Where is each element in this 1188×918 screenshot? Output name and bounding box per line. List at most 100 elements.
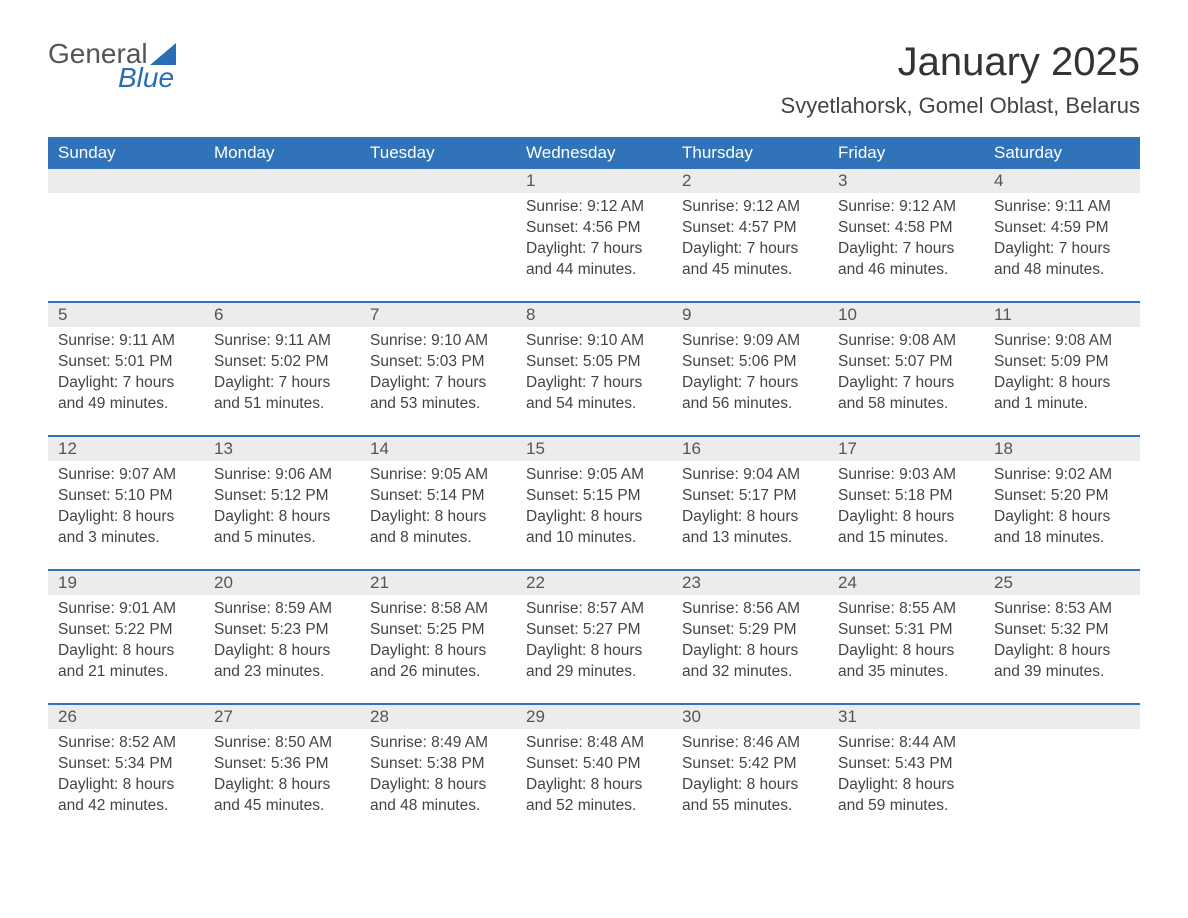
day-body: Sunrise: 8:56 AMSunset: 5:29 PMDaylight:… — [672, 595, 828, 683]
day-body: Sunrise: 9:12 AMSunset: 4:57 PMDaylight:… — [672, 193, 828, 281]
day-number: 10 — [828, 303, 984, 327]
daylight-text: Daylight: 8 hours and 23 minutes. — [214, 641, 350, 683]
day-number: 4 — [984, 169, 1140, 193]
day-body: Sunrise: 8:58 AMSunset: 5:25 PMDaylight:… — [360, 595, 516, 683]
calendar-cell: 28Sunrise: 8:49 AMSunset: 5:38 PMDayligh… — [360, 705, 516, 825]
calendar-cell: 2Sunrise: 9:12 AMSunset: 4:57 PMDaylight… — [672, 169, 828, 289]
calendar-week: 26Sunrise: 8:52 AMSunset: 5:34 PMDayligh… — [48, 703, 1140, 825]
daylight-text: Daylight: 8 hours and 29 minutes. — [526, 641, 662, 683]
sunset-text: Sunset: 5:17 PM — [682, 486, 818, 507]
sunset-text: Sunset: 5:12 PM — [214, 486, 350, 507]
day-number: 26 — [48, 705, 204, 729]
calendar-cell: 10Sunrise: 9:08 AMSunset: 5:07 PMDayligh… — [828, 303, 984, 423]
day-body: Sunrise: 9:08 AMSunset: 5:09 PMDaylight:… — [984, 327, 1140, 415]
daylight-text: Daylight: 7 hours and 45 minutes. — [682, 239, 818, 281]
calendar-cell: 5Sunrise: 9:11 AMSunset: 5:01 PMDaylight… — [48, 303, 204, 423]
day-body: Sunrise: 9:08 AMSunset: 5:07 PMDaylight:… — [828, 327, 984, 415]
daylight-text: Daylight: 8 hours and 35 minutes. — [838, 641, 974, 683]
day-body: Sunrise: 9:04 AMSunset: 5:17 PMDaylight:… — [672, 461, 828, 549]
logo-sail-icon — [150, 43, 176, 65]
day-body: Sunrise: 9:09 AMSunset: 5:06 PMDaylight:… — [672, 327, 828, 415]
sunrise-text: Sunrise: 9:08 AM — [838, 331, 974, 352]
day-body: Sunrise: 9:07 AMSunset: 5:10 PMDaylight:… — [48, 461, 204, 549]
sunrise-text: Sunrise: 9:07 AM — [58, 465, 194, 486]
sunrise-text: Sunrise: 8:48 AM — [526, 733, 662, 754]
sunset-text: Sunset: 4:56 PM — [526, 218, 662, 239]
sunrise-text: Sunrise: 9:06 AM — [214, 465, 350, 486]
day-number: 6 — [204, 303, 360, 327]
day-number: 5 — [48, 303, 204, 327]
sunset-text: Sunset: 5:10 PM — [58, 486, 194, 507]
weeks-container: 1Sunrise: 9:12 AMSunset: 4:56 PMDaylight… — [48, 169, 1140, 825]
day-number: 28 — [360, 705, 516, 729]
sunset-text: Sunset: 5:07 PM — [838, 352, 974, 373]
sunrise-text: Sunrise: 8:44 AM — [838, 733, 974, 754]
sunset-text: Sunset: 5:38 PM — [370, 754, 506, 775]
day-body: Sunrise: 9:12 AMSunset: 4:58 PMDaylight:… — [828, 193, 984, 281]
page-title: January 2025 — [781, 40, 1140, 85]
calendar-cell: 1Sunrise: 9:12 AMSunset: 4:56 PMDaylight… — [516, 169, 672, 289]
daylight-text: Daylight: 7 hours and 49 minutes. — [58, 373, 194, 415]
calendar-cell: 17Sunrise: 9:03 AMSunset: 5:18 PMDayligh… — [828, 437, 984, 557]
calendar-cell — [360, 169, 516, 289]
title-block: January 2025 Svyetlahorsk, Gomel Oblast,… — [781, 40, 1140, 119]
sunrise-text: Sunrise: 9:05 AM — [526, 465, 662, 486]
day-number: 3 — [828, 169, 984, 193]
sunset-text: Sunset: 5:36 PM — [214, 754, 350, 775]
daylight-text: Daylight: 8 hours and 45 minutes. — [214, 775, 350, 817]
sunset-text: Sunset: 5:14 PM — [370, 486, 506, 507]
day-body: Sunrise: 8:52 AMSunset: 5:34 PMDaylight:… — [48, 729, 204, 817]
day-number: 18 — [984, 437, 1140, 461]
calendar-cell: 11Sunrise: 9:08 AMSunset: 5:09 PMDayligh… — [984, 303, 1140, 423]
day-number: 9 — [672, 303, 828, 327]
day-number: 2 — [672, 169, 828, 193]
calendar-cell — [204, 169, 360, 289]
logo: General Blue — [48, 40, 176, 92]
calendar-cell: 8Sunrise: 9:10 AMSunset: 5:05 PMDaylight… — [516, 303, 672, 423]
day-number — [360, 169, 516, 193]
day-body: Sunrise: 9:12 AMSunset: 4:56 PMDaylight:… — [516, 193, 672, 281]
calendar-cell: 7Sunrise: 9:10 AMSunset: 5:03 PMDaylight… — [360, 303, 516, 423]
calendar-cell: 6Sunrise: 9:11 AMSunset: 5:02 PMDaylight… — [204, 303, 360, 423]
day-number: 11 — [984, 303, 1140, 327]
calendar-cell: 24Sunrise: 8:55 AMSunset: 5:31 PMDayligh… — [828, 571, 984, 691]
dayname-tuesday: Tuesday — [360, 137, 516, 169]
day-body: Sunrise: 9:10 AMSunset: 5:05 PMDaylight:… — [516, 327, 672, 415]
sunrise-text: Sunrise: 9:11 AM — [58, 331, 194, 352]
daylight-text: Daylight: 7 hours and 58 minutes. — [838, 373, 974, 415]
calendar-cell: 12Sunrise: 9:07 AMSunset: 5:10 PMDayligh… — [48, 437, 204, 557]
sunrise-text: Sunrise: 9:10 AM — [526, 331, 662, 352]
sunset-text: Sunset: 5:01 PM — [58, 352, 194, 373]
daylight-text: Daylight: 8 hours and 42 minutes. — [58, 775, 194, 817]
day-number: 13 — [204, 437, 360, 461]
daylight-text: Daylight: 8 hours and 48 minutes. — [370, 775, 506, 817]
dayname-thursday: Thursday — [672, 137, 828, 169]
daylight-text: Daylight: 8 hours and 26 minutes. — [370, 641, 506, 683]
daylight-text: Daylight: 7 hours and 54 minutes. — [526, 373, 662, 415]
daylight-text: Daylight: 8 hours and 18 minutes. — [994, 507, 1130, 549]
sunset-text: Sunset: 5:09 PM — [994, 352, 1130, 373]
sunrise-text: Sunrise: 9:05 AM — [370, 465, 506, 486]
day-number: 21 — [360, 571, 516, 595]
day-body: Sunrise: 8:50 AMSunset: 5:36 PMDaylight:… — [204, 729, 360, 817]
sunset-text: Sunset: 5:34 PM — [58, 754, 194, 775]
daylight-text: Daylight: 8 hours and 5 minutes. — [214, 507, 350, 549]
day-number: 20 — [204, 571, 360, 595]
sunrise-text: Sunrise: 9:11 AM — [994, 197, 1130, 218]
daylight-text: Daylight: 8 hours and 3 minutes. — [58, 507, 194, 549]
day-number: 15 — [516, 437, 672, 461]
sunset-text: Sunset: 4:59 PM — [994, 218, 1130, 239]
sunrise-text: Sunrise: 9:09 AM — [682, 331, 818, 352]
day-number: 12 — [48, 437, 204, 461]
day-number: 22 — [516, 571, 672, 595]
sunset-text: Sunset: 5:15 PM — [526, 486, 662, 507]
calendar-cell: 27Sunrise: 8:50 AMSunset: 5:36 PMDayligh… — [204, 705, 360, 825]
daylight-text: Daylight: 7 hours and 44 minutes. — [526, 239, 662, 281]
calendar-cell: 23Sunrise: 8:56 AMSunset: 5:29 PMDayligh… — [672, 571, 828, 691]
daylight-text: Daylight: 7 hours and 46 minutes. — [838, 239, 974, 281]
calendar-cell — [48, 169, 204, 289]
calendar-cell: 21Sunrise: 8:58 AMSunset: 5:25 PMDayligh… — [360, 571, 516, 691]
calendar-week: 5Sunrise: 9:11 AMSunset: 5:01 PMDaylight… — [48, 301, 1140, 423]
day-body: Sunrise: 9:11 AMSunset: 5:01 PMDaylight:… — [48, 327, 204, 415]
day-number — [204, 169, 360, 193]
